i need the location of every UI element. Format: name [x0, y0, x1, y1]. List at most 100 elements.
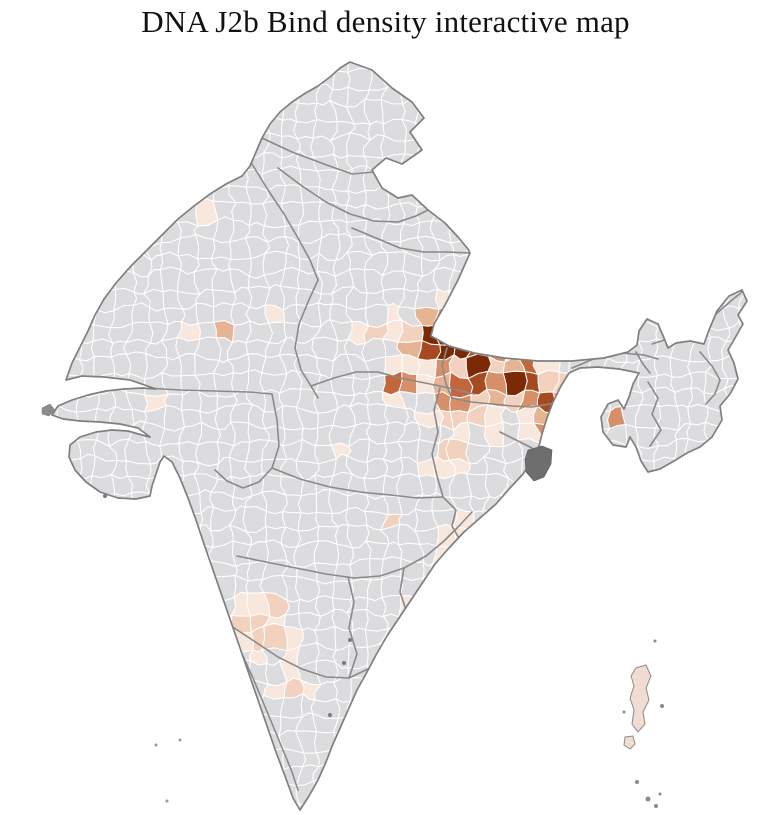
district-cell[interactable]: [145, 136, 167, 159]
district-cell[interactable]: [642, 765, 657, 787]
district-cell[interactable]: [554, 83, 577, 106]
district-cell[interactable]: [108, 695, 130, 719]
district-cell[interactable]: [671, 289, 694, 306]
district-cell[interactable]: [43, 611, 66, 636]
district-cell[interactable]: [672, 81, 691, 106]
district-cell[interactable]: [465, 98, 492, 126]
district-cell[interactable]: [686, 457, 709, 482]
district-cell[interactable]: [212, 745, 234, 770]
district-cell[interactable]: [127, 593, 150, 618]
district-cell[interactable]: [466, 525, 489, 548]
district-cell[interactable]: [436, 88, 457, 108]
district-cell[interactable]: [686, 206, 710, 227]
district-cell[interactable]: [622, 285, 645, 313]
district-cell[interactable]: [31, 646, 48, 664]
district-cell[interactable]: [655, 201, 672, 227]
district-cell[interactable]: [720, 644, 746, 669]
district-cell[interactable]: [586, 578, 610, 601]
district-cell[interactable]: [228, 781, 255, 800]
district-cell[interactable]: [28, 71, 46, 90]
district-cell[interactable]: [91, 642, 117, 669]
district-cell[interactable]: [453, 542, 475, 565]
district-cell[interactable]: [77, 112, 99, 139]
district-cell[interactable]: [759, 236, 771, 260]
district-cell[interactable]: [637, 642, 661, 668]
district-cell[interactable]: [569, 457, 589, 476]
district-cell[interactable]: [706, 100, 727, 119]
district-cell[interactable]: [606, 132, 628, 159]
district-cell[interactable]: [454, 744, 475, 767]
district-cell[interactable]: [568, 523, 592, 547]
little-andaman-island[interactable]: [623, 735, 636, 750]
district-cell[interactable]: [722, 115, 744, 142]
district-cell[interactable]: [419, 714, 441, 737]
district-cell[interactable]: [741, 642, 757, 668]
district-cell[interactable]: [279, 49, 300, 72]
district-cell[interactable]: [262, 48, 286, 73]
district-cell[interactable]: [632, 730, 662, 750]
district-cell[interactable]: [76, 234, 99, 261]
district-cell[interactable]: [725, 744, 744, 768]
district-cell[interactable]: [571, 117, 588, 144]
district-cell[interactable]: [618, 459, 643, 481]
district-cell[interactable]: [521, 494, 539, 512]
district-cell[interactable]: [619, 134, 645, 157]
district-cell[interactable]: [161, 473, 185, 494]
district-cell[interactable]: [93, 255, 118, 274]
district-cell[interactable]: [398, 714, 424, 737]
district-cell[interactable]: [108, 98, 131, 122]
district-cell[interactable]: [502, 208, 525, 224]
district-cell[interactable]: [532, 660, 559, 682]
district-cell[interactable]: [44, 301, 61, 331]
district-cell[interactable]: [601, 540, 628, 566]
district-cell[interactable]: [110, 544, 135, 565]
district-cell[interactable]: [756, 576, 771, 594]
district-cell[interactable]: [659, 187, 674, 208]
district-cell[interactable]: [415, 623, 436, 649]
district-cell[interactable]: [619, 505, 646, 527]
district-cell[interactable]: [481, 304, 509, 326]
district-cell[interactable]: [536, 557, 553, 586]
district-cell[interactable]: [673, 170, 696, 195]
district-cell[interactable]: [161, 778, 179, 805]
district-cell[interactable]: [26, 749, 47, 769]
district-cell[interactable]: [262, 797, 287, 815]
district-cell[interactable]: [148, 614, 167, 636]
district-cell[interactable]: [27, 613, 46, 634]
district-cell[interactable]: [741, 252, 759, 276]
district-cell[interactable]: [432, 102, 455, 124]
district-cell[interactable]: [111, 133, 130, 159]
district-cell[interactable]: [95, 115, 116, 135]
district-cell[interactable]: [484, 525, 507, 547]
district-cell[interactable]: [246, 797, 268, 815]
district-cell[interactable]: [468, 323, 490, 344]
district-cell[interactable]: [670, 136, 693, 155]
district-cell[interactable]: [145, 747, 169, 767]
district-cell[interactable]: [193, 50, 216, 69]
district-cell[interactable]: [484, 800, 505, 815]
district-cell[interactable]: [506, 117, 521, 144]
district-cell[interactable]: [501, 87, 524, 104]
district-cell[interactable]: [669, 318, 696, 342]
district-cell[interactable]: [94, 540, 115, 562]
district-cell[interactable]: [500, 271, 526, 295]
district-cell[interactable]: [174, 783, 200, 805]
district-cell[interactable]: [760, 340, 771, 364]
district-cell[interactable]: [162, 762, 180, 785]
district-cell[interactable]: [26, 321, 49, 344]
district-cell[interactable]: [91, 709, 111, 737]
district-cell[interactable]: [96, 50, 111, 72]
district-cell[interactable]: [520, 779, 541, 804]
district-cell[interactable]: [78, 694, 96, 719]
district-cell[interactable]: [704, 474, 727, 495]
district-cell[interactable]: [533, 48, 558, 74]
district-cell[interactable]: [669, 560, 694, 581]
district-cell[interactable]: [129, 491, 151, 509]
district-cell[interactable]: [327, 778, 353, 801]
district-cell[interactable]: [126, 765, 152, 786]
district-cell[interactable]: [42, 593, 66, 617]
district-cell[interactable]: [621, 168, 642, 189]
district-cell[interactable]: [654, 610, 678, 632]
district-cell[interactable]: [539, 83, 558, 108]
